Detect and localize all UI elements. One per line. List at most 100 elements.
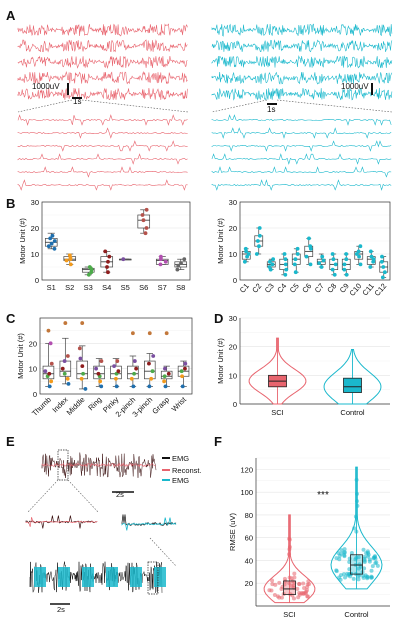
panel-a-right-amplitude-scale: 1000uV (341, 82, 369, 91)
data-point (257, 226, 262, 230)
panel-label-b: B (6, 196, 15, 211)
box (343, 377, 362, 393)
data-point (80, 364, 85, 369)
box (81, 267, 95, 273)
sci-zoom-trace (17, 140, 188, 152)
data-point (342, 547, 347, 552)
data-point (149, 376, 154, 381)
data-point (284, 267, 289, 272)
y-tick-label: 10 (31, 250, 39, 259)
data-point (49, 241, 54, 246)
box (283, 580, 296, 596)
box (76, 360, 88, 380)
data-point (64, 258, 69, 263)
data-point (297, 590, 302, 595)
data-point (96, 371, 101, 376)
data-point (301, 581, 306, 586)
data-point (47, 384, 52, 389)
x-tick-label: C8 (325, 282, 338, 295)
data-point (282, 252, 287, 256)
y-tick-label: 120 (240, 465, 253, 474)
zoom-guide (67, 479, 99, 513)
panel-e-top-time-scale: 2s (116, 490, 124, 499)
data-point (379, 259, 384, 264)
data-point (62, 359, 67, 363)
zoom-guide (276, 99, 393, 113)
violin-outline (323, 349, 382, 405)
data-point (62, 371, 67, 376)
data-point (50, 233, 55, 238)
data-point (106, 259, 110, 264)
data-point (107, 254, 112, 259)
data-point (283, 262, 288, 267)
data-point (370, 564, 375, 569)
data-point (292, 571, 297, 576)
data-point (163, 259, 168, 264)
axes-frame (39, 317, 193, 395)
data-point (183, 361, 188, 366)
data-point (277, 580, 282, 585)
y-tick-label: 10 (229, 250, 237, 259)
control-emg-trace (211, 87, 393, 101)
data-point (358, 244, 363, 249)
panel-a-left-amplitude-scale: 1000uV (32, 82, 60, 91)
x-tick-label: C2 (250, 282, 263, 295)
data-point (48, 341, 53, 346)
data-point (342, 262, 347, 267)
data-point (304, 254, 309, 259)
data-point (87, 265, 92, 269)
data-point (270, 578, 275, 583)
data-point (81, 371, 86, 376)
data-point (302, 585, 307, 590)
data-point (43, 369, 48, 374)
data-point (114, 384, 119, 389)
data-point (141, 218, 146, 223)
y-tick-label: 0 (233, 400, 237, 409)
data-point (179, 369, 184, 374)
x-tick-label: C7 (313, 282, 326, 295)
data-point (150, 369, 155, 374)
data-point (103, 249, 108, 254)
data-point (320, 254, 325, 259)
data-point (334, 556, 339, 561)
data-point (98, 379, 103, 384)
data-point (242, 259, 247, 264)
data-point (79, 376, 84, 381)
y-tick-label: 80 (245, 511, 253, 520)
data-point (176, 263, 181, 268)
data-point (267, 265, 272, 269)
zoom-guide (211, 99, 268, 113)
data-point (143, 231, 148, 236)
control-zoom-trace (211, 114, 392, 126)
violin-outline (248, 337, 307, 405)
control-zoom-trace (211, 179, 392, 191)
x-tick-label: Middle (65, 395, 87, 417)
data-point (257, 233, 262, 238)
data-point (317, 261, 322, 265)
data-point (255, 239, 260, 243)
zoom-box (147, 561, 159, 595)
data-point (158, 262, 163, 267)
data-point (270, 262, 275, 267)
data-point (297, 582, 302, 587)
outlier-point (164, 331, 169, 336)
data-point (351, 576, 356, 581)
data-point (375, 563, 380, 568)
data-point (295, 252, 300, 256)
x-tick-label: Control (340, 408, 365, 417)
data-point (267, 259, 272, 264)
data-point (132, 371, 136, 376)
zoom-guide (27, 479, 59, 513)
x-tick-label: C6 (300, 282, 313, 295)
x-tick-label: C1 (238, 282, 251, 295)
outlier-point (147, 331, 152, 336)
data-point (307, 582, 312, 587)
data-point (301, 592, 306, 597)
data-point (65, 376, 70, 381)
data-point (371, 257, 376, 262)
y-tick-label: 60 (245, 534, 253, 543)
data-point (373, 561, 378, 566)
